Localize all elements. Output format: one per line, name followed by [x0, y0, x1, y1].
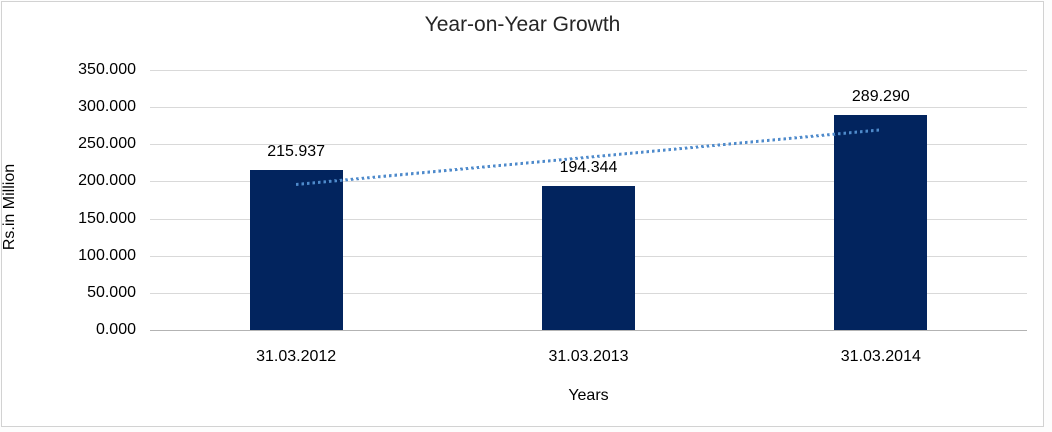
- chart-frame: Year-on-Year Growth Rs.in Million Years …: [1, 1, 1044, 427]
- y-tick-label: 0.000: [95, 321, 136, 338]
- data-label: 194.344: [559, 158, 618, 176]
- chart-title: Year-on-Year Growth: [424, 13, 621, 36]
- trendline-dotted: [296, 127, 881, 186]
- gridline: [150, 107, 1027, 109]
- data-label: 215.937: [267, 142, 326, 160]
- bar-31.03.2014: [834, 115, 928, 330]
- bar-31.03.2013: [542, 185, 635, 330]
- gridline: [150, 181, 1027, 183]
- gridline: [150, 70, 1027, 71]
- x-tick-label: 31.03.2014: [840, 348, 921, 365]
- y-tick-label: 50.000: [87, 283, 136, 301]
- y-tick-label: 350.000: [78, 61, 136, 78]
- y-tick-label: 150.000: [78, 209, 136, 227]
- y-tick-label: 200.000: [78, 172, 136, 190]
- x-tick-label: 31.03.2012: [256, 348, 337, 365]
- data-label: 289.290: [851, 88, 910, 106]
- gridline: [150, 144, 1027, 146]
- y-tick-label: 250.000: [78, 135, 136, 153]
- y-tick-label: 300.000: [78, 98, 136, 116]
- x-axis-line: [150, 330, 1027, 331]
- x-tick-label: 31.03.2013: [548, 348, 629, 365]
- y-tick-label: 100.000: [78, 246, 136, 264]
- bar-31.03.2012: [249, 169, 343, 330]
- x-axis-title: Years: [568, 387, 609, 404]
